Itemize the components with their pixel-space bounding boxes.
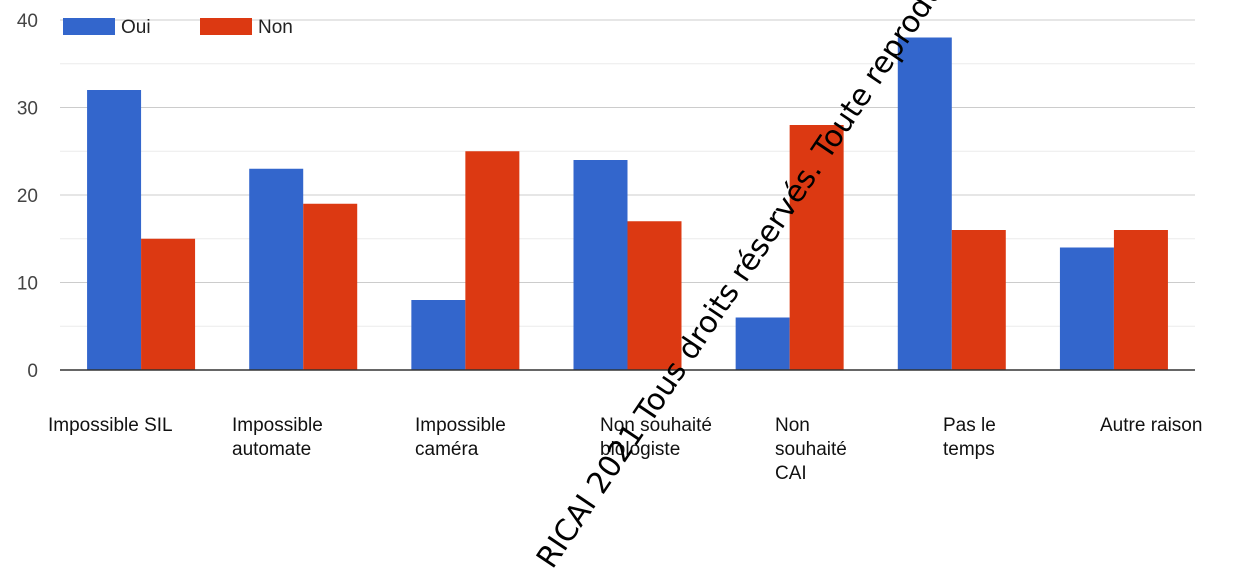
- legend: Oui Non: [63, 17, 293, 38]
- bar-non-5: [951, 230, 1006, 370]
- bar-oui-0: [87, 90, 142, 370]
- y-tick-label: 10: [17, 274, 38, 295]
- bar-non-6: [1113, 230, 1168, 370]
- legend-swatch-non: [200, 18, 252, 35]
- legend-label-non: Non: [258, 17, 293, 38]
- x-tick-label: Impossible automate: [232, 415, 323, 460]
- bar-oui-3: [573, 160, 628, 370]
- x-tick-label: Non souhaité biologiste: [600, 415, 712, 460]
- bar-non-4: [789, 125, 844, 370]
- legend-swatch-oui: [63, 18, 115, 35]
- x-tick-label: Impossible caméra: [415, 415, 506, 460]
- y-axis-ticks: 0 10 20 30 40: [17, 11, 38, 382]
- bar-non-2: [465, 151, 520, 370]
- bar-non-1: [303, 203, 358, 370]
- bar-non-0: [141, 238, 196, 370]
- y-tick-label: 20: [17, 186, 38, 207]
- bar-oui-4: [735, 317, 790, 370]
- y-tick-label: 30: [17, 99, 38, 120]
- bar-oui-1: [249, 168, 304, 370]
- y-tick-label: 0: [27, 361, 38, 382]
- legend-label-oui: Oui: [121, 17, 151, 38]
- bar-non-3: [627, 221, 682, 370]
- x-tick-label: Pas le temps: [943, 415, 996, 460]
- y-tick-label: 40: [17, 11, 38, 32]
- x-tick-label: Non souhaité CAI: [775, 415, 847, 484]
- x-tick-label: Autre raison: [1100, 415, 1203, 436]
- bar-oui-5: [897, 37, 952, 370]
- bar-oui-2: [411, 300, 466, 370]
- bar-oui-6: [1059, 247, 1114, 370]
- bars: [87, 37, 1168, 370]
- bar-chart: 0 10 20 30 40 Oui Non: [17, 11, 1195, 382]
- x-tick-label: Impossible SIL: [48, 415, 173, 436]
